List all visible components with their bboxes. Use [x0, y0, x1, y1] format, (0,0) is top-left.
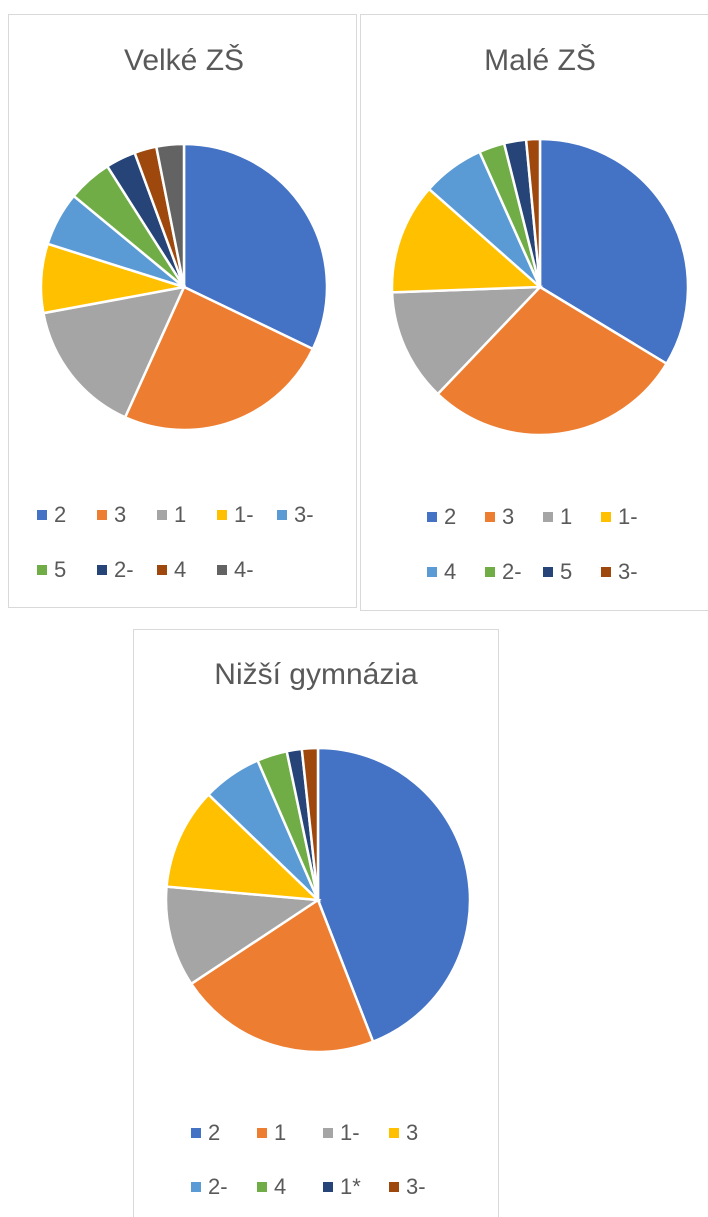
legend-swatch: [389, 1128, 399, 1138]
pie-slice: [538, 137, 690, 366]
legend-swatch: [37, 510, 47, 520]
pie-slice: [390, 285, 544, 396]
legend-swatch: [601, 567, 611, 577]
legend-label: 3: [502, 504, 514, 529]
legend-swatch: [323, 1182, 333, 1192]
legend-swatch: [217, 510, 227, 520]
legend-swatch: [389, 1182, 399, 1192]
legend-label: 1: [174, 502, 186, 527]
pie-slice: [41, 285, 187, 419]
legend-swatch: [485, 567, 495, 577]
legend-label: 4-: [234, 557, 254, 582]
legend-label: 5: [54, 557, 66, 582]
legend-swatch: [157, 510, 167, 520]
chart-title: Malé ZŠ: [484, 43, 596, 77]
legend-swatch: [277, 510, 287, 520]
legend-label: 3-: [618, 559, 638, 584]
legend-label: 4: [444, 559, 456, 584]
legend-swatch: [543, 512, 553, 522]
legend-label: 3: [114, 502, 126, 527]
legend-label: 1-: [234, 502, 254, 527]
legend-label: 3-: [294, 502, 314, 527]
pie-slice: [154, 142, 186, 288]
legend-swatch: [257, 1128, 267, 1138]
pie-slice: [189, 898, 375, 1054]
legend-label: 2: [54, 502, 66, 527]
pie-slice: [316, 746, 472, 1044]
legend-swatch: [543, 567, 553, 577]
pie-slice: [390, 187, 544, 294]
legend-swatch: [191, 1182, 201, 1192]
pie-slice: [164, 885, 322, 986]
legend-swatch: [257, 1182, 267, 1192]
chart-title: Nižší gymnázia: [214, 658, 418, 691]
legend-label: 2-: [114, 557, 134, 582]
legend-label: 1-: [618, 504, 638, 529]
pie-slice: [123, 285, 315, 432]
legend-label: 2: [444, 504, 456, 529]
legend-label: 2-: [502, 559, 522, 584]
legend-label: 5: [560, 559, 572, 584]
legend-label: 4: [274, 1174, 286, 1199]
legend-swatch: [427, 567, 437, 577]
legend-swatch: [157, 565, 167, 575]
legend-label: 2: [208, 1120, 220, 1145]
legend-label: 1: [274, 1120, 286, 1145]
pie-slice: [435, 285, 669, 437]
legend-label: 3: [406, 1120, 418, 1145]
pie-slice: [300, 746, 320, 901]
legend-label: 4: [174, 557, 186, 582]
pie-slice: [182, 142, 329, 351]
legend-swatch: [217, 565, 227, 575]
legend-swatch: [97, 565, 107, 575]
legend-swatch: [323, 1128, 333, 1138]
legend-label: 1*: [340, 1174, 361, 1199]
legend-swatch: [427, 512, 437, 522]
chart-title: Velké ZŠ: [124, 43, 244, 77]
legend-swatch: [485, 512, 495, 522]
pie-slice: [165, 792, 322, 902]
legend-label: 3-: [406, 1174, 426, 1199]
legend-label: 1-: [340, 1120, 360, 1145]
legend-label: 1: [560, 504, 572, 529]
legend-swatch: [191, 1128, 201, 1138]
legend-swatch: [37, 565, 47, 575]
legend-swatch: [97, 510, 107, 520]
pie-slice: [524, 137, 542, 288]
legend-label: 2-: [208, 1174, 228, 1199]
legend-swatch: [601, 512, 611, 522]
